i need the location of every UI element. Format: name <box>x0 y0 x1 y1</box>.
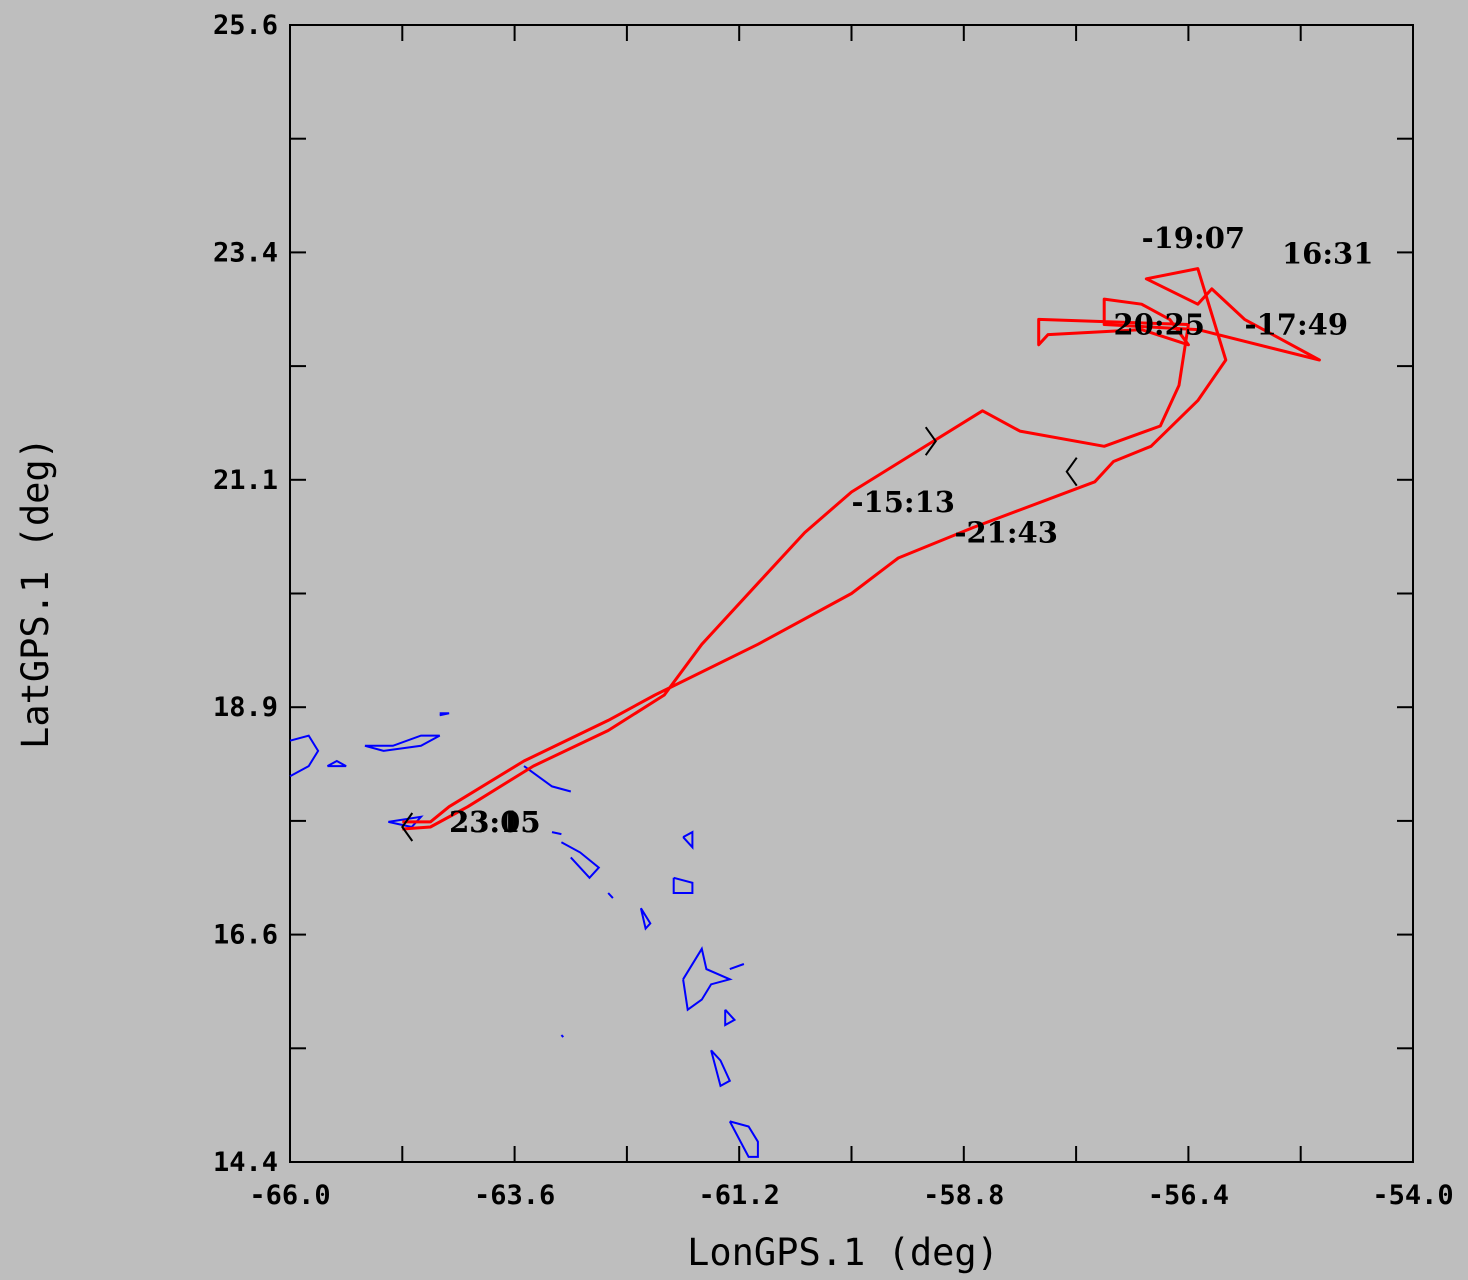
coastline-segment <box>439 712 450 717</box>
coastline-segment <box>560 841 601 880</box>
time-annotation: -15:13 <box>852 485 955 519</box>
coastline-segment <box>682 830 694 850</box>
time-annotation: 23:05 <box>449 805 540 839</box>
coastline-segment <box>729 963 745 971</box>
x-tick-label: -54.0 <box>1372 1180 1453 1211</box>
coastline-segment <box>724 1009 737 1027</box>
coastline-segment <box>523 765 572 793</box>
time-annotation: 16:31 <box>1282 236 1373 270</box>
time-annotation: -19:07 <box>1142 221 1245 255</box>
y-tick-label: 25.6 <box>213 10 278 41</box>
coastline-segment <box>326 759 347 768</box>
coastline-segment <box>551 831 562 836</box>
time-annotation: -21:43 <box>954 516 1057 550</box>
time-annotation: 23:15 <box>449 805 540 839</box>
y-tick-label: 21.1 <box>213 465 278 496</box>
coastline-layer <box>289 712 759 1158</box>
x-tick-label: -61.2 <box>699 1180 780 1211</box>
axis-ticks <box>289 24 1414 1163</box>
coastline-segment <box>728 1120 759 1158</box>
direction-marker <box>924 426 937 456</box>
y-axis-title: LatGPS.1 (deg) <box>14 437 57 749</box>
coastline-segment <box>710 1049 732 1088</box>
track-line <box>402 267 1321 831</box>
time-annotation: -17:49 <box>1245 307 1348 341</box>
coastline-segment <box>607 892 614 899</box>
direction-marker <box>401 812 414 842</box>
x-axis-title: LonGPS.1 (deg) <box>687 1231 999 1274</box>
tick-labels-layer: -66.0 -63.6 -61.2 -58.8 -56.4 -54.0 25.6 23.4 21… <box>213 10 1454 1211</box>
direction-marker <box>1065 457 1078 487</box>
coastline-segment <box>672 876 694 894</box>
x-tick-label: -56.4 <box>1148 1180 1229 1211</box>
y-tick-label: 14.4 <box>213 1147 278 1178</box>
x-tick-label: -63.6 <box>474 1180 555 1211</box>
direction-markers-layer <box>401 426 1078 842</box>
flight-track-layer <box>402 267 1321 831</box>
y-tick-label: 16.6 <box>213 920 278 951</box>
coastline-segment <box>560 1034 565 1038</box>
time-annotations-layer: -15:13-21:43 -19:07 16:31 -17:49 20:25 23:052… <box>449 221 1373 839</box>
time-annotation: 20:25 <box>1114 307 1205 341</box>
coastline-segment <box>289 734 320 778</box>
y-tick-label: 23.4 <box>213 237 278 268</box>
coastline-segment <box>639 907 652 931</box>
x-tick-label: -66.0 <box>249 1180 330 1211</box>
coastline-segment <box>682 946 733 1012</box>
coastline-segment <box>364 734 441 752</box>
x-tick-label: -58.8 <box>923 1180 1004 1211</box>
y-tick-label: 18.9 <box>213 692 278 723</box>
